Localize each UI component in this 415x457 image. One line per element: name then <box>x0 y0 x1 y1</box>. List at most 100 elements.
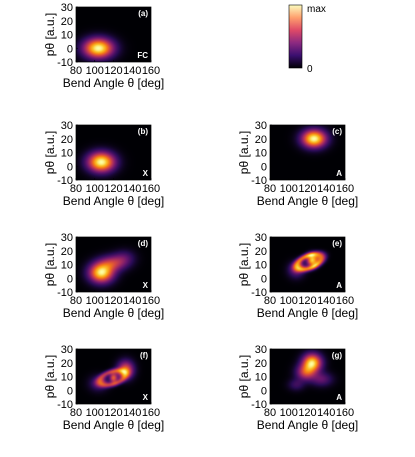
x-tick-label: 100 <box>86 65 104 77</box>
y-axis-label: pθ [a.u.] <box>237 131 251 174</box>
x-tick-label: 120 <box>298 295 316 307</box>
y-tick-label: -10 <box>57 399 73 411</box>
y-tick-label: 20 <box>61 246 73 258</box>
x-tick-label: 160 <box>336 407 354 419</box>
y-tick-label: -10 <box>251 287 267 299</box>
x-tick-label: 160 <box>336 295 354 307</box>
y-tick-label: -10 <box>251 175 267 187</box>
y-tick-label: 20 <box>255 246 267 258</box>
y-axis-label: pθ [a.u.] <box>43 13 57 56</box>
x-tick-label: 140 <box>123 295 141 307</box>
x-tick-label: 100 <box>280 407 298 419</box>
x-tick-label: 100 <box>86 407 104 419</box>
y-tick-label: 0 <box>261 161 267 173</box>
y-tick-label: 0 <box>261 273 267 285</box>
y-tick-label: 10 <box>61 30 73 42</box>
y-axis-label: pθ [a.u.] <box>43 243 57 286</box>
x-tick-label: 120 <box>104 295 122 307</box>
y-tick-label: 0 <box>261 385 267 397</box>
x-tick-label: 120 <box>298 183 316 195</box>
state-label: A <box>336 281 342 290</box>
y-tick-label: 10 <box>255 372 267 384</box>
colorbar: max 0 <box>288 4 326 75</box>
panel-tag: (c) <box>332 127 342 136</box>
y-tick-label: 0 <box>67 385 73 397</box>
x-tick-label: 100 <box>86 295 104 307</box>
y-tick-label: -10 <box>251 399 267 411</box>
heatmap-image <box>76 349 151 404</box>
panel-tag: (f) <box>140 351 148 360</box>
x-tick-label: 80 <box>264 183 276 195</box>
y-tick-label: -10 <box>57 287 73 299</box>
y-tick-label: 20 <box>255 358 267 370</box>
state-label: X <box>143 281 149 290</box>
y-tick-label: 10 <box>61 148 73 160</box>
y-tick-label: 10 <box>255 260 267 272</box>
x-tick-label: 140 <box>317 183 335 195</box>
heatmap-image <box>76 237 151 292</box>
colorbar-max-label: max <box>307 4 326 15</box>
x-tick-label: 80 <box>264 295 276 307</box>
x-tick-label: 160 <box>142 65 160 77</box>
x-tick-label: 100 <box>86 183 104 195</box>
x-tick-label: 80 <box>70 407 82 419</box>
state-label: X <box>143 393 149 402</box>
x-tick-label: 100 <box>280 295 298 307</box>
x-tick-label: 120 <box>104 407 122 419</box>
y-tick-label: 30 <box>255 232 267 244</box>
x-axis-label: Bend Angle θ [deg] <box>63 76 164 90</box>
y-axis-label: pθ [a.u.] <box>237 243 251 286</box>
y-tick-label: 10 <box>255 148 267 160</box>
colorbar-min-label: 0 <box>307 64 313 75</box>
y-axis-label: pθ [a.u.] <box>43 131 57 174</box>
heatmap-image <box>76 7 151 62</box>
x-tick-label: 120 <box>298 407 316 419</box>
y-tick-label: -10 <box>57 57 73 69</box>
y-tick-label: -10 <box>57 175 73 187</box>
state-label: A <box>336 393 342 402</box>
y-tick-label: 0 <box>67 43 73 55</box>
x-tick-label: 100 <box>280 183 298 195</box>
y-tick-label: 10 <box>61 260 73 272</box>
x-tick-label: 140 <box>123 407 141 419</box>
x-tick-label: 160 <box>142 295 160 307</box>
heatmap-image <box>270 237 345 292</box>
panel-tag: (d) <box>138 239 149 248</box>
heatmap-image <box>270 349 345 404</box>
x-axis-label: Bend Angle θ [deg] <box>257 194 358 208</box>
x-tick-label: 140 <box>317 407 335 419</box>
x-axis-label: Bend Angle θ [deg] <box>63 306 164 320</box>
x-tick-label: 160 <box>336 183 354 195</box>
x-tick-label: 140 <box>317 295 335 307</box>
x-tick-label: 120 <box>104 183 122 195</box>
x-axis-label: Bend Angle θ [deg] <box>257 418 358 432</box>
colorbar-gradient <box>288 4 303 69</box>
y-tick-label: 30 <box>255 120 267 132</box>
panel-tag: (g) <box>332 351 343 360</box>
x-tick-label: 80 <box>70 65 82 77</box>
y-tick-label: 30 <box>61 120 73 132</box>
x-tick-label: 80 <box>70 295 82 307</box>
y-tick-label: 20 <box>61 358 73 370</box>
panel-tag: (a) <box>138 9 148 18</box>
x-tick-label: 80 <box>264 407 276 419</box>
state-label: A <box>336 169 342 178</box>
y-tick-label: 30 <box>61 232 73 244</box>
x-tick-label: 140 <box>123 65 141 77</box>
y-axis-label: pθ [a.u.] <box>43 355 57 398</box>
y-tick-label: 10 <box>61 372 73 384</box>
panel-tag: (e) <box>332 239 342 248</box>
y-tick-label: 30 <box>61 344 73 356</box>
y-tick-label: 0 <box>67 273 73 285</box>
x-tick-label: 160 <box>142 407 160 419</box>
y-axis-label: pθ [a.u.] <box>237 355 251 398</box>
heatmap-image <box>76 125 151 180</box>
